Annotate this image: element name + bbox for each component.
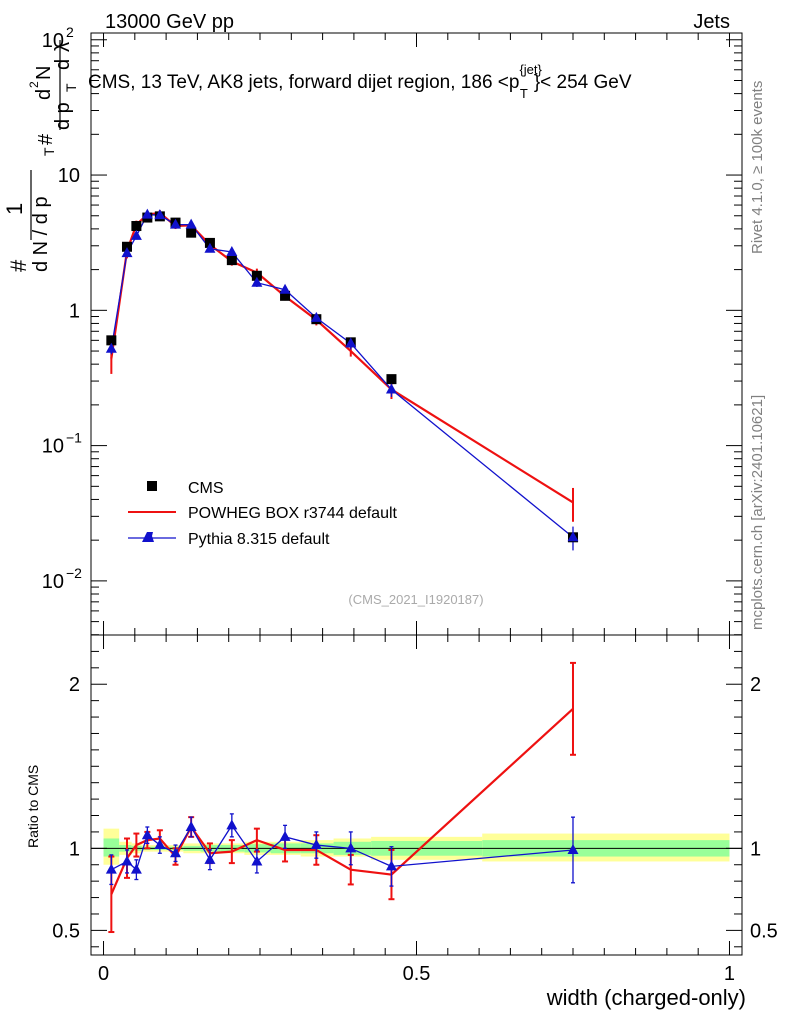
- pythia-point-6: [185, 218, 197, 229]
- cms-point-8: [226, 255, 237, 266]
- pythia-point-7: [204, 242, 216, 253]
- y-tick-exp-4: 2: [66, 24, 74, 40]
- y-axis-label: # 1 d N / d p T # d p T d N d λ 2: [2, 40, 79, 272]
- ratio-y-tick-label-right-1: 1: [750, 838, 761, 860]
- analysis-watermark: (CMS_2021_I1920187): [348, 592, 483, 607]
- pythia-point-14: [567, 531, 579, 542]
- ratio-y-tick-label-left-1: 1: [69, 838, 80, 860]
- chart-title-sub: T: [520, 86, 528, 101]
- pythia-ratio-point-10: [279, 830, 291, 841]
- pythia-point-4: [154, 209, 166, 220]
- pythia-point-13: [385, 383, 397, 394]
- pythia-point-2: [130, 229, 142, 240]
- pythia-point-8: [226, 245, 238, 256]
- legend-pythia-label: Pythia 8.315 default: [188, 531, 330, 548]
- legend-powheg-label: POWHEG BOX r3744 default: [188, 505, 398, 522]
- pythia-ratio-point-2: [130, 863, 142, 874]
- y-tick-exp-0: −2: [66, 565, 82, 581]
- y-tick-exp-1: −1: [66, 430, 82, 446]
- cms-point-1: [121, 241, 132, 252]
- pythia-ratio-point-14: [567, 843, 579, 854]
- y-tick-label-2: 1: [69, 300, 80, 322]
- pythia-point-5: [170, 218, 182, 229]
- pythia-main-line: [110, 213, 574, 538]
- x-axis-label: width (charged-only): [546, 985, 746, 1010]
- legend-cms-marker: [147, 481, 157, 491]
- x-tick-label-0: 0: [98, 963, 109, 985]
- pythia-ratio-point-9: [251, 855, 263, 866]
- cms-point-9: [251, 270, 262, 281]
- chart-title-end: }< 254 GeV: [534, 72, 632, 93]
- pythia-ratio-point-4: [154, 839, 166, 850]
- pythia-point-1: [121, 247, 133, 258]
- y-tick-label-3: 10: [58, 165, 80, 187]
- powheg-ratio-line: [110, 708, 574, 895]
- chart-title: CMS, 13 TeV, AK8 jets, forward dijet reg…: [88, 62, 632, 101]
- ratio-y-tick-label-right-2: 2: [750, 674, 761, 696]
- pythia-ratio-point-1: [121, 855, 133, 866]
- y-tick-label-1: 10: [42, 436, 64, 458]
- pythia-point-0: [105, 342, 117, 353]
- y-label-sub-t2: T: [63, 83, 79, 92]
- pythia-point-3: [141, 208, 153, 219]
- ratio-plot-frame: [90, 634, 743, 956]
- pythia-ratio-point-6: [185, 821, 197, 831]
- x-tick-label-1: 0.5: [403, 963, 431, 985]
- pythia-ratio-point-12: [345, 842, 357, 853]
- y-label-one: 1: [2, 203, 27, 215]
- y-label-num-d: d: [33, 89, 55, 100]
- band-inner-0: [103, 838, 120, 857]
- cms-point-10: [280, 290, 291, 301]
- y-label-dlambda-d: d: [52, 59, 74, 70]
- cms-point-6: [186, 227, 197, 238]
- cms-point-0: [106, 335, 117, 346]
- ratio-y-tick-label-right-0: 0.5: [750, 920, 778, 942]
- pythia-ratio-point-11: [310, 839, 322, 850]
- ratio-y-tick-label-left-0: 0.5: [52, 920, 80, 942]
- pythia-point-12: [345, 337, 357, 348]
- y-tick-label-4: 10: [42, 30, 64, 52]
- pythia-point-9: [251, 276, 263, 287]
- y-label-hash1: #: [6, 259, 31, 272]
- pythia-ratio-point-5: [170, 847, 182, 858]
- header-right: Jets: [693, 11, 730, 33]
- pythia-ratio-point-0: [105, 863, 117, 874]
- y-label-dp: d p: [52, 102, 74, 130]
- pythia-ratio-point-8: [226, 819, 238, 830]
- y-label-num-N: N: [33, 66, 55, 80]
- side-note-rivet: Rivet 4.1.0, ≥ 100k events: [749, 81, 766, 254]
- y-label-sup-2: 2: [27, 81, 41, 88]
- pythia-ratio-point-3: [141, 829, 153, 840]
- pythia-point-11: [310, 311, 322, 322]
- legend-cms-label: CMS: [188, 480, 224, 497]
- legend-pythia-marker: [142, 532, 154, 542]
- y-label-lambda: λ: [52, 42, 74, 52]
- axis-ticks: [91, 33, 742, 955]
- header-left: 13000 GeV pp: [105, 11, 234, 33]
- cms-point-2: [131, 221, 142, 232]
- ratio-y-tick-label-left-2: 2: [69, 674, 80, 696]
- pythia-ratio-point-7: [204, 853, 216, 864]
- data-marks: [105, 208, 579, 934]
- pythia-point-10: [279, 283, 291, 294]
- y-label-denominator: d N / d p: [30, 196, 52, 272]
- y-label-hash2: #: [35, 133, 57, 145]
- y-label-sub-t1: T: [41, 147, 57, 156]
- legend: CMS POWHEG BOX r3744 default Pythia 8.31…: [128, 480, 398, 548]
- x-tick-label-2: 1: [724, 963, 735, 985]
- side-note-mcplots: mcplots.cern.ch [arXiv:2401.10621]: [749, 395, 766, 630]
- chart-title-sup: {jet}: [519, 62, 542, 77]
- cms-point-13: [386, 374, 397, 385]
- pythia-ratio-point-13: [385, 860, 397, 871]
- powheg-main-line: [110, 211, 574, 504]
- y-tick-label-0: 10: [42, 571, 64, 593]
- ratio-y-axis-label: Ratio to CMS: [25, 765, 41, 848]
